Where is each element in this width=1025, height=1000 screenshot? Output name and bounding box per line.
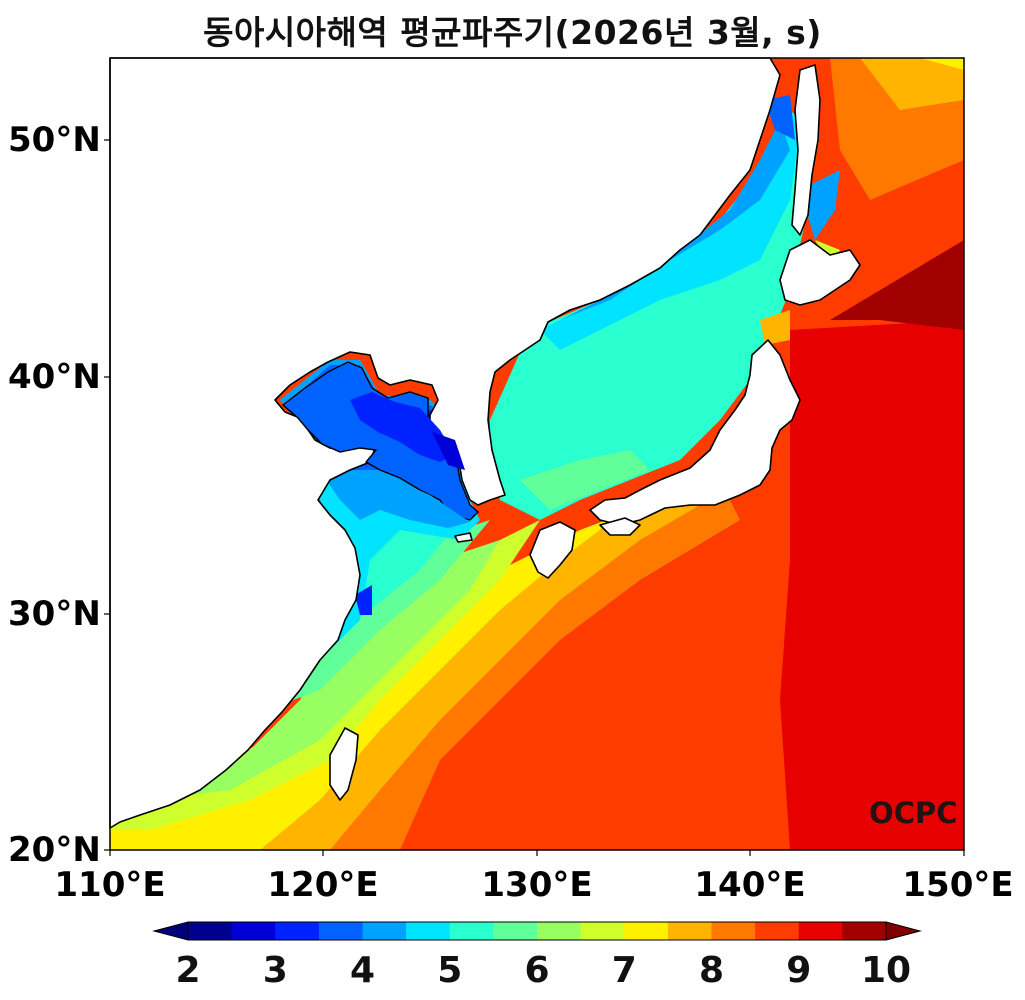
colorbar-segment xyxy=(624,922,669,940)
shikoku-coastline xyxy=(599,517,641,536)
field-layer-5s-eastsea xyxy=(540,110,800,350)
colorbar-segment xyxy=(275,922,320,940)
colorbar-tick-label: 9 xyxy=(786,950,812,991)
colorbar-segment xyxy=(798,922,843,940)
inland-seas xyxy=(281,361,480,528)
bohai-inner-deep xyxy=(350,392,455,462)
axis-ticks xyxy=(104,139,965,856)
colorbar-tick-label: 2 xyxy=(175,950,201,991)
colorbar-segment xyxy=(537,922,582,940)
x-tick-label-120e: 120°E xyxy=(267,865,379,905)
credit-label: OCPC xyxy=(869,796,958,830)
y-tick-label-40n: 40°N xyxy=(8,357,101,397)
page-title: 동아시아해역 평균파주기(2026년 3월, s) xyxy=(203,13,822,52)
field-layer-9-10s xyxy=(780,320,964,850)
x-tick-label-130e: 130°E xyxy=(481,865,593,905)
colorbar-frame xyxy=(187,921,887,941)
y-tick-label-30n: 30°N xyxy=(8,594,101,634)
field-layer-6s-korea-strait xyxy=(520,450,650,510)
hokkaido-coastline xyxy=(779,239,861,306)
colorbar-segment xyxy=(755,922,800,940)
field-layer-10s xyxy=(830,240,964,330)
y-tick-label-50n: 50°N xyxy=(8,120,101,160)
bohai-deepest xyxy=(432,432,465,470)
colorbar-segment xyxy=(580,922,625,940)
colorbar-segment xyxy=(231,922,276,940)
y-tick-label-20n: 20°N xyxy=(8,830,101,870)
land-masses xyxy=(109,57,861,829)
x-tick-label-110e: 110°E xyxy=(54,865,166,905)
colorbar-tick-label: 7 xyxy=(611,950,637,991)
colorbar-segment xyxy=(493,922,538,940)
colorbar-segment xyxy=(449,922,494,940)
bohai-sea xyxy=(281,361,480,521)
colorbar-tick-label: 10 xyxy=(860,950,912,991)
sakhalin-coastline xyxy=(791,64,821,236)
colorbar-segment xyxy=(406,922,451,940)
field-layer-3-4s-coast xyxy=(355,585,372,615)
taiwan-coastline xyxy=(329,727,359,801)
field-layer-8s-tsugaru xyxy=(760,310,790,345)
colorbar-under-extend xyxy=(152,921,189,941)
field-layer-8s xyxy=(860,58,964,110)
colorbar-over-extend xyxy=(885,921,922,941)
jeju-island xyxy=(454,532,473,543)
field-layer-7-8s xyxy=(920,58,964,70)
colorbar-segment xyxy=(711,922,756,940)
kyushu-coastline xyxy=(529,521,576,579)
colorbar-segment xyxy=(188,922,233,940)
yellowsea-south xyxy=(350,470,470,528)
colorbar-segment xyxy=(842,922,887,940)
continent-coastline xyxy=(109,57,781,829)
colorbar-segment xyxy=(318,922,364,940)
colorbar-tick-label: 8 xyxy=(698,950,725,991)
colorbar xyxy=(152,921,922,941)
colorbar-tick-label: 4 xyxy=(349,950,376,991)
colorbar-tick-label: 5 xyxy=(437,950,463,991)
colorbar-tick-label: 6 xyxy=(524,950,550,991)
field-layer-4s-tatar xyxy=(765,95,795,140)
x-tick-label-150e: 150°E xyxy=(902,865,1014,905)
x-tick-label-140e: 140°E xyxy=(694,865,806,905)
colorbar-tick-label: 3 xyxy=(262,950,288,991)
colorbar-segment xyxy=(362,922,407,940)
colorbar-segment xyxy=(667,922,713,940)
